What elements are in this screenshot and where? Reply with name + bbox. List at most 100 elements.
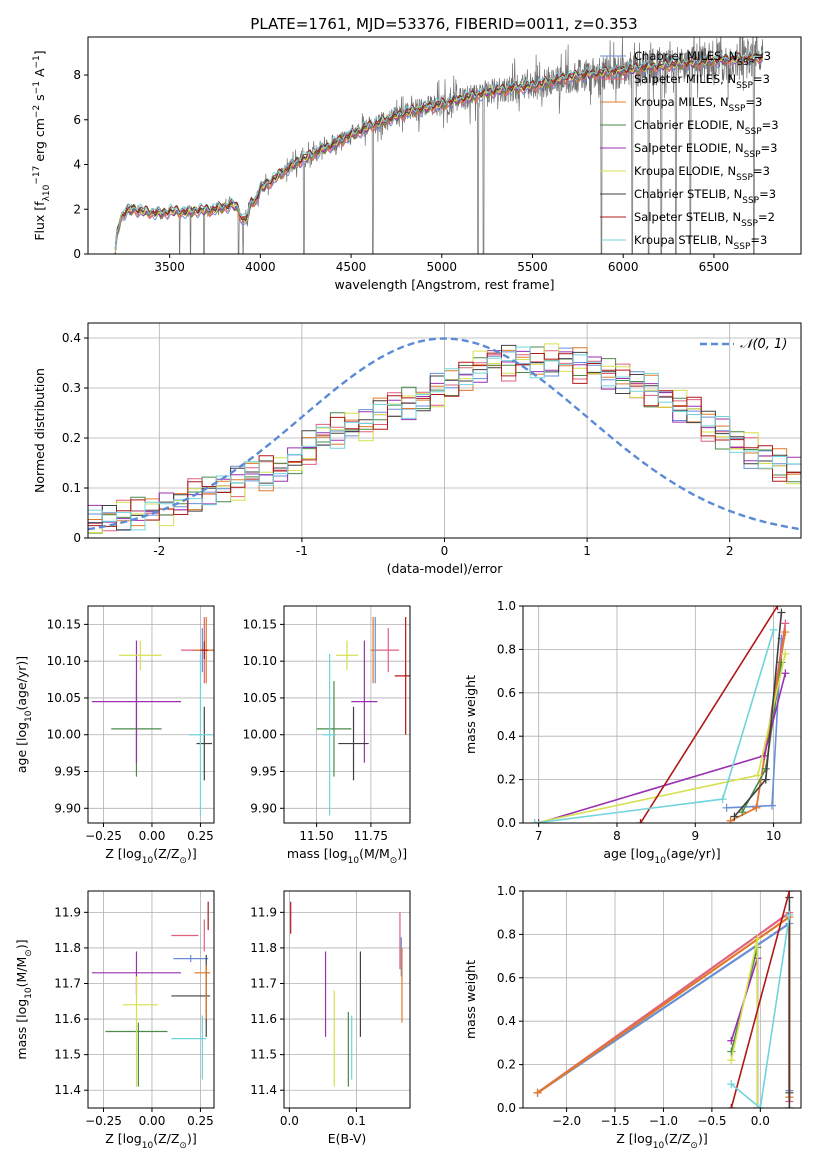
- x-tick-label: 6500: [699, 260, 730, 274]
- y-tick-label: 10.05: [243, 691, 277, 705]
- x-axis-label-part: ⊙: [690, 1141, 698, 1151]
- x-axis-label-part: 10: [653, 1141, 665, 1151]
- x-tick-label: 0.25: [187, 1114, 214, 1128]
- weight-marker-kroupa-stelib: [530, 819, 539, 823]
- axes-frame: [87, 322, 802, 539]
- legend-label-part: SSP: [741, 219, 758, 229]
- x-axis-label-part: 10: [348, 856, 360, 866]
- y-axis-label-part: λ: [42, 195, 52, 201]
- y-tick-label: 0.0: [497, 1101, 516, 1115]
- weight-marker-chabrier-stelib: [777, 608, 786, 617]
- y-tick-label: 10.15: [243, 617, 277, 631]
- legend-label-part: Salpeter STELIB, N: [634, 210, 741, 224]
- x-axis-label: wavelength [Angstrom, rest frame]: [334, 277, 554, 292]
- x-axis-label-part: (M/M: [359, 846, 390, 861]
- y-tick-label: 0.2: [497, 1058, 516, 1072]
- weight-marker-salpeter-elodie: [534, 819, 543, 823]
- x-tick-label: −0.5: [697, 1114, 726, 1128]
- axes-mass-vs-ebv: 0.0 0.1 11.4 11.5 11.6 11.7 11.8 11.9 E(B-V): [250, 890, 411, 1146]
- x-tick-label: −1.0: [649, 1114, 678, 1128]
- axes-frame: [522, 605, 802, 824]
- x-tick-label: 3500: [154, 260, 185, 274]
- legend-label-part: =3: [753, 72, 770, 86]
- y-tick-label: 0.4: [497, 1014, 516, 1028]
- y-tick-label: 10.00: [243, 728, 277, 742]
- y-tick-label: 11.8: [250, 941, 277, 955]
- y-axis-label-part: ⊙: [24, 949, 34, 957]
- weight-marker-kroupa-stelib: [785, 910, 794, 919]
- legend-label-part: Salpeter MILES, N: [634, 72, 736, 86]
- x-axis-label-part: age [log: [603, 846, 654, 861]
- y-tick-label: 10.00: [47, 728, 81, 742]
- legend-label-part: Chabrier MILES, N: [634, 49, 737, 63]
- legend-label-part: Salpeter ELODIE, N: [634, 141, 744, 155]
- weight-marker-chabrier-elodie: [738, 808, 747, 817]
- y-tick-label: 0.0: [497, 816, 516, 830]
- weight-marker-kroupa-miles: [533, 1088, 542, 1097]
- x-axis-label: E(B-V): [328, 1131, 367, 1146]
- y-tick-label: 11.6: [250, 1012, 277, 1026]
- legend-label-part: =3: [750, 233, 767, 247]
- x-tick-label: 0.00: [139, 1114, 166, 1128]
- y-tick-label: 0.8: [497, 642, 516, 656]
- x-tick-label: 5500: [517, 260, 548, 274]
- x-axis-label-part: )]: [187, 1131, 197, 1146]
- weight-marker-kroupa-miles: [752, 803, 761, 812]
- y-tick-label: 0.6: [497, 971, 516, 985]
- model-line-kroupa-stelib: [114, 49, 764, 250]
- y-tick-label: 11.7: [250, 976, 277, 990]
- y-tick-label: 0.4: [62, 331, 81, 345]
- legend-label: Chabrier STELIB, NSSP=3: [634, 187, 776, 206]
- legend-label-part: =3: [753, 164, 770, 178]
- y-tick-label: 8: [73, 68, 81, 82]
- x-tick-label: 4000: [245, 260, 276, 274]
- figure-title: PLATE=1761, MJD=53376, FIBERID=0011, z=0…: [250, 15, 637, 33]
- legend-label-part: Chabrier ELODIE, N: [634, 118, 745, 132]
- weight-marker-kroupa-elodie: [753, 934, 762, 943]
- legend-label-part: =3: [762, 118, 779, 132]
- x-tick-label: 2: [726, 544, 734, 558]
- x-axis-label-part: ⊙: [179, 856, 187, 866]
- axes-spectrum: 3500 4000 4500 5000 5500 6000 6500 0 2 4 6 8 wavelen…: [32, 36, 802, 292]
- y-tick-label: 10.10: [243, 654, 277, 668]
- x-axis-label-part: ⊙: [390, 856, 398, 866]
- y-tick-label: 0.2: [62, 431, 81, 445]
- x-tick-label: 7: [535, 829, 543, 843]
- histogram-chabrier-elodie: [88, 346, 801, 534]
- x-axis-label-part: (age/yr)]: [666, 846, 721, 861]
- y-tick-label: 11.9: [54, 905, 81, 919]
- y-axis-label-part: Flux [: [32, 206, 47, 241]
- x-tick-label: −0.25: [85, 1114, 122, 1128]
- x-tick-label: 6000: [608, 260, 639, 274]
- y-axis-label-part: ]: [32, 50, 47, 55]
- x-axis-label-part: 10: [655, 856, 667, 866]
- x-axis-label-part: mass [log: [287, 846, 348, 861]
- y-axis-label-part: −1: [32, 81, 42, 94]
- y-axis-label-part: A: [32, 68, 47, 81]
- y-tick-label: 0.2: [497, 773, 516, 787]
- x-tick-label: 5000: [427, 260, 458, 274]
- x-tick-label: 0.0: [751, 1114, 770, 1128]
- weight-marker-kroupa-stelib: [756, 1104, 765, 1108]
- y-axis-label-part: 10: [24, 710, 34, 722]
- legend-label-part: SSP: [736, 81, 753, 91]
- y-tick-label: 11.4: [54, 1083, 81, 1097]
- legend-label: Salpeter ELODIE, NSSP=3: [634, 141, 777, 160]
- y-tick-label: 4: [73, 158, 81, 172]
- y-tick-label: 9.95: [250, 765, 277, 779]
- x-axis-label-part: Z [log: [105, 846, 141, 861]
- weight-line-salpeter-stelib: [639, 606, 779, 823]
- weight-marker-kroupa-miles: [726, 816, 735, 823]
- weight-line-salpeter-stelib: [730, 891, 791, 1108]
- legend-label-part: SSP: [742, 196, 759, 206]
- x-tick-label: −1.5: [600, 1114, 629, 1128]
- y-tick-label: 0.3: [62, 381, 81, 395]
- axes-frame: [522, 890, 802, 1109]
- model-line-chabrier-stelib: [114, 52, 764, 250]
- y-tick-label: 1.0: [497, 884, 516, 898]
- legend-label: Kroupa STELIB, NSSP=3: [634, 233, 767, 252]
- y-tick-label: 0: [73, 531, 81, 545]
- plot-area-mass-vs-Z: [91, 901, 211, 1087]
- legend-label-part: =3: [759, 187, 776, 201]
